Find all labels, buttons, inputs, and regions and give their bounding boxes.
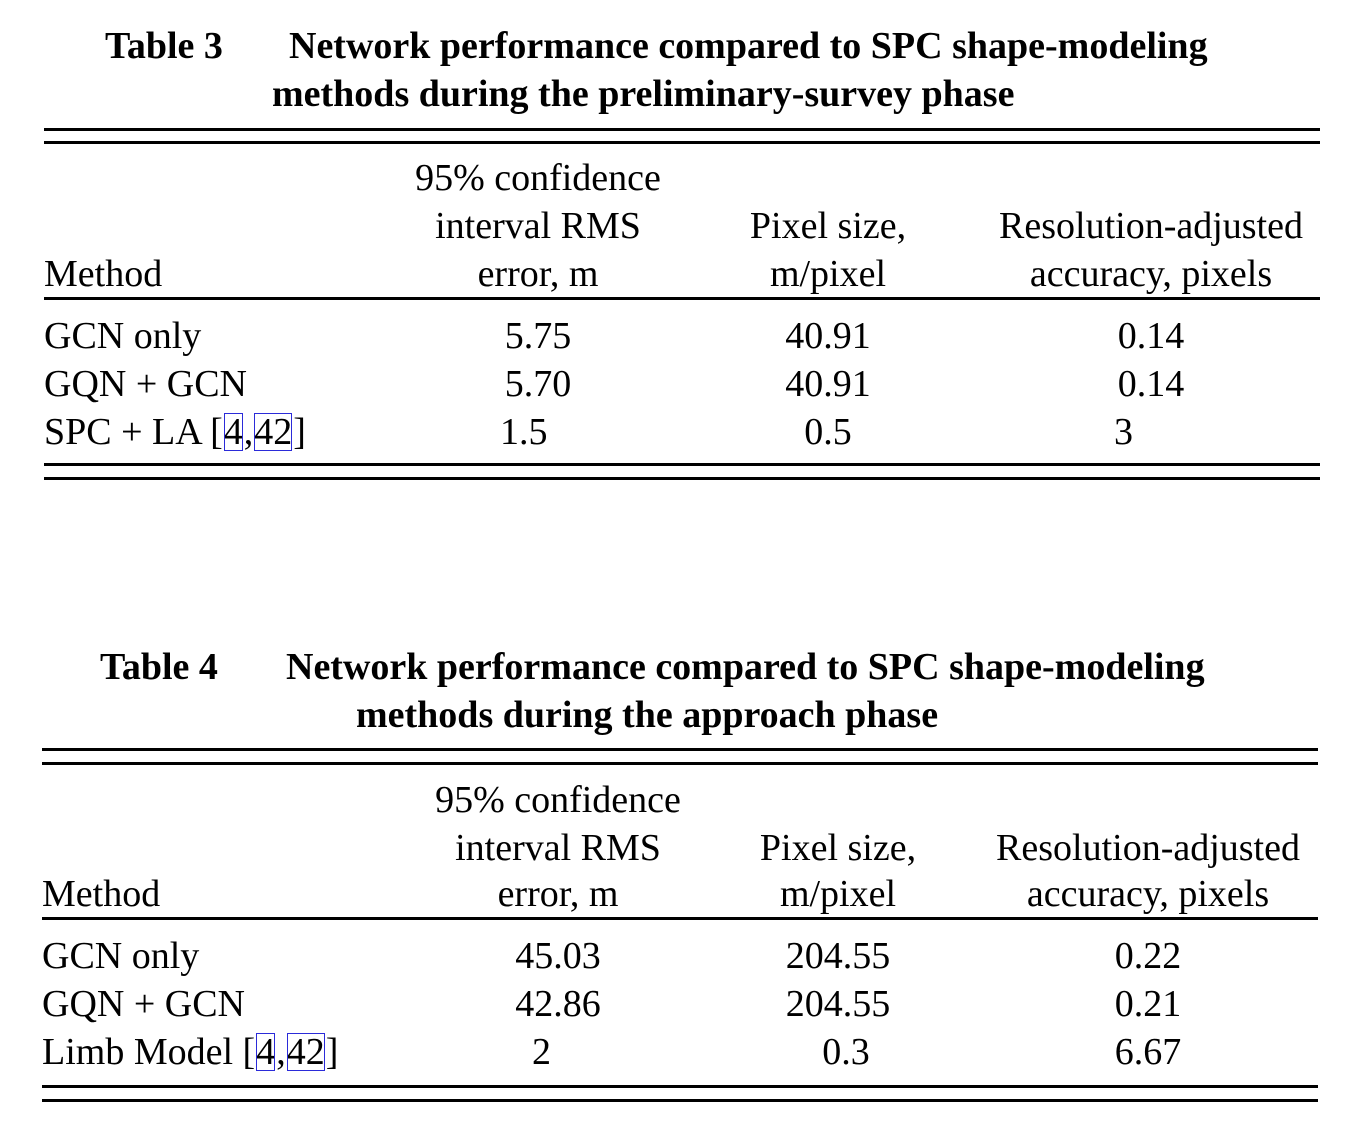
citation-link[interactable]: 4	[223, 411, 243, 453]
table-3-label: Table 3	[105, 25, 223, 67]
table-4-top-rule-1	[42, 748, 1318, 751]
table-3-bottom-rule-1	[44, 463, 1320, 466]
table-3-title-line-2: methods during the preliminary-survey ph…	[272, 73, 1015, 115]
citation-close: ]	[325, 1031, 339, 1073]
table-4-label: Table 4	[100, 646, 218, 688]
table-3-header-rms-line-3: error, m	[477, 253, 599, 295]
table-4-bottom-rule-1	[42, 1085, 1318, 1088]
table-4-top-rule-2	[42, 762, 1318, 765]
table-3-header-rms-line-2: interval RMS	[435, 205, 641, 247]
table-4-header-method: Method	[42, 873, 161, 915]
table-4-header-pixel-line-2: m/pixel	[779, 873, 897, 915]
method-label: Limb Model [	[42, 1031, 256, 1073]
citation-link[interactable]: 42	[286, 1031, 325, 1073]
table-3-cell-pixel: 0.5	[804, 411, 852, 453]
table-3-cell-accuracy: 0.14	[1117, 363, 1185, 405]
table-3-header-accuracy-line-2: accuracy, pixels	[1029, 253, 1273, 295]
table-3-cell-pixel: 40.91	[785, 363, 871, 405]
table-3-cell-pixel: 40.91	[785, 315, 871, 357]
table-3-header-accuracy-line-1: Resolution-adjusted	[999, 205, 1303, 247]
method-label: SPC + LA [	[44, 411, 223, 453]
table-3-top-rule-2	[44, 141, 1320, 144]
table-3-top-rule-1	[44, 128, 1320, 131]
table-3-cell-rms: 5.75	[504, 315, 572, 357]
table-3-cell-accuracy: 3	[1114, 411, 1133, 453]
table-4-header-pixel-line-1: Pixel size,	[759, 827, 917, 869]
table-4-title-line-2: methods during the approach phase	[356, 694, 939, 736]
table-3-header-rule	[44, 297, 1320, 300]
table-3-cell-method: SPC + LA [4,42]	[44, 408, 306, 456]
table-4-header-rms-line-2: interval RMS	[455, 827, 661, 869]
table-4-cell-method: Limb Model [4,42]	[42, 1028, 338, 1076]
table-4-cell-pixel: 204.55	[785, 935, 891, 977]
table-3-header-pixel-line-2: m/pixel	[769, 253, 887, 295]
table-4-cell-pixel: 204.55	[785, 983, 891, 1025]
table-4-cell-accuracy: 0.22	[1114, 935, 1182, 977]
table-4-cell-rms: 2	[532, 1031, 551, 1073]
table-4-cell-rms: 42.86	[515, 983, 601, 1025]
table-4-cell-method: GCN only	[42, 935, 200, 977]
table-4-bottom-rule-2	[42, 1099, 1318, 1102]
table-4-header-rule	[42, 917, 1318, 920]
table-3-cell-method: GQN + GCN	[44, 363, 247, 405]
table-3-cell-rms: 1.5	[500, 411, 548, 453]
table-4-cell-rms: 45.03	[515, 935, 601, 977]
citation-link[interactable]: 42	[254, 411, 293, 453]
table-4-cell-accuracy: 6.67	[1114, 1031, 1182, 1073]
table-4-header-accuracy-line-1: Resolution-adjusted	[996, 827, 1300, 869]
table-4-header-accuracy-line-2: accuracy, pixels	[1026, 873, 1270, 915]
table-3-header-method: Method	[44, 253, 163, 295]
table-3-bottom-rule-2	[44, 477, 1320, 480]
table-3-header-pixel-line-1: Pixel size,	[749, 205, 907, 247]
table-4-cell-method: GQN + GCN	[42, 983, 245, 1025]
table-4-header-rms-line-1: 95% confidence	[435, 779, 681, 821]
table-3-title-line-1: Network performance compared to SPC shap…	[289, 25, 1208, 67]
table-3-caption: Table 3 Network performance compared to …	[105, 22, 1325, 118]
table-4-cell-accuracy: 0.21	[1114, 983, 1182, 1025]
citation-link[interactable]: 4	[256, 1031, 276, 1073]
table-3-header-rms-line-1: 95% confidence	[415, 157, 661, 199]
table-4-title-line-1: Network performance compared to SPC shap…	[286, 646, 1205, 688]
citation-close: ]	[293, 411, 306, 453]
table-3-cell-method: GCN only	[44, 315, 202, 357]
citation-separator: ,	[276, 1031, 286, 1073]
table-4-header-rms-line-3: error, m	[497, 873, 619, 915]
table-4-cell-pixel: 0.3	[822, 1031, 870, 1073]
table-4-caption: Table 4 Network performance compared to …	[100, 643, 1320, 739]
table-3-cell-accuracy: 0.14	[1117, 315, 1185, 357]
citation-separator: ,	[243, 411, 254, 453]
table-3-cell-rms: 5.70	[504, 363, 572, 405]
